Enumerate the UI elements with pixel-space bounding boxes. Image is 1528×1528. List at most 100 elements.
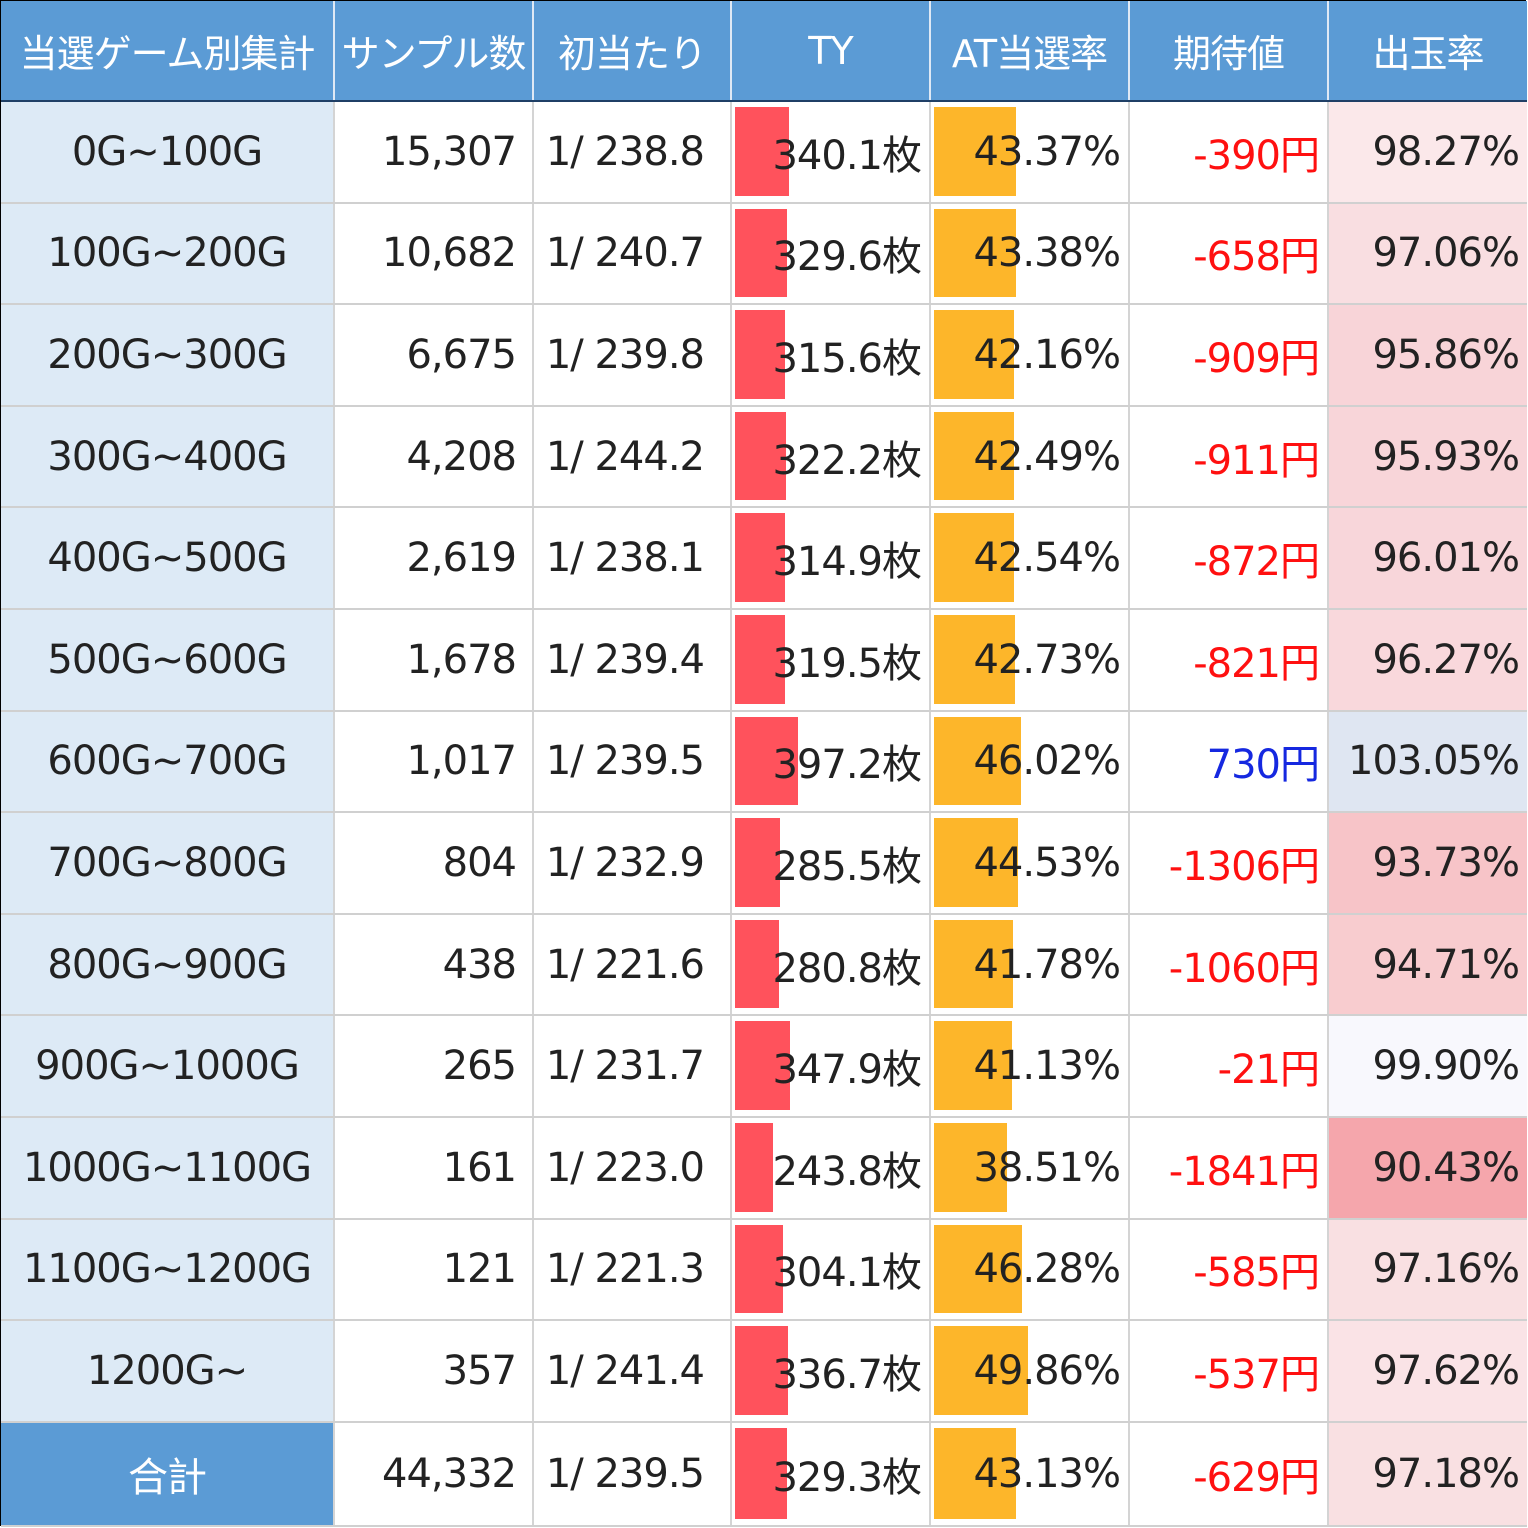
at-rate-value: 46.02% bbox=[973, 738, 1121, 785]
samples-cell: 6,675 bbox=[335, 305, 534, 405]
expected-value: -821円 bbox=[1193, 640, 1320, 687]
header-first-hit[interactable]: 初当たり bbox=[534, 1, 732, 100]
at-rate-bar bbox=[934, 208, 1017, 298]
header-range[interactable]: 当選ゲーム別集計 bbox=[1, 1, 335, 100]
at-rate-cell: 42.73% bbox=[931, 610, 1130, 710]
ty-bar bbox=[735, 310, 785, 399]
at-rate-value: 42.73% bbox=[973, 636, 1121, 683]
samples-cell: 1,017 bbox=[335, 711, 534, 812]
first-hit-cell: 1/ 240.7 bbox=[534, 203, 732, 304]
at-rate-cell: 42.16% bbox=[931, 305, 1130, 405]
at-rate-value: 49.86% bbox=[973, 1347, 1121, 1394]
range-label: 300G~400G bbox=[47, 433, 287, 480]
first-hit-cell: 1/ 231.7 bbox=[534, 1016, 732, 1116]
ty-cell: 329.3枚 bbox=[732, 1422, 931, 1525]
expected-value-cell: -1306円 bbox=[1130, 813, 1329, 913]
ty-bar bbox=[735, 411, 786, 501]
payout-value: 97.06% bbox=[1372, 230, 1520, 277]
table-row: 600G~700G 1,017 1/ 239.5 397.2枚 46.02% 730円 10… bbox=[1, 711, 1527, 814]
payout-cell: 103.05% bbox=[1329, 711, 1527, 812]
samples-value: 44,332 bbox=[382, 1450, 517, 1497]
expected-value-cell: -1060円 bbox=[1130, 914, 1329, 1015]
header-expected-value[interactable]: 期待値 bbox=[1130, 1, 1329, 100]
at-rate-cell: 42.49% bbox=[931, 406, 1130, 507]
expected-value: -1841円 bbox=[1168, 1148, 1320, 1195]
ty-cell: 314.9枚 bbox=[732, 508, 931, 608]
header-samples[interactable]: サンプル数 bbox=[335, 1, 534, 100]
samples-value: 804 bbox=[442, 839, 517, 886]
range-label: 1100G~1200G bbox=[22, 1246, 312, 1293]
at-rate-value: 41.13% bbox=[973, 1043, 1121, 1090]
at-rate-bar bbox=[934, 818, 1019, 907]
samples-value: 121 bbox=[442, 1246, 517, 1293]
at-rate-value: 43.38% bbox=[973, 230, 1121, 277]
expected-value: -1306円 bbox=[1168, 843, 1320, 890]
ty-bar bbox=[735, 615, 786, 704]
expected-value-cell: -390円 bbox=[1130, 102, 1329, 202]
range-cell: 600G~700G bbox=[1, 711, 335, 812]
header-payout[interactable]: 出玉率 bbox=[1372, 32, 1484, 76]
samples-value: 4,208 bbox=[406, 433, 517, 480]
samples-cell: 44,332 bbox=[335, 1422, 534, 1525]
at-rate-cell: 38.51% bbox=[931, 1118, 1130, 1218]
payout-value: 99.90% bbox=[1372, 1043, 1520, 1090]
samples-value: 357 bbox=[442, 1347, 517, 1394]
header-at-rate[interactable]: AT当選率 bbox=[931, 1, 1130, 100]
range-label: 600G~700G bbox=[47, 738, 287, 785]
payout-value: 98.27% bbox=[1372, 128, 1520, 175]
ty-bar bbox=[735, 208, 787, 298]
payout-value: 97.16% bbox=[1372, 1246, 1520, 1293]
ty-cell: 322.2枚 bbox=[732, 406, 931, 507]
at-rate-cell: 41.13% bbox=[931, 1016, 1130, 1116]
at-rate-bar bbox=[934, 411, 1015, 501]
expected-value: -629円 bbox=[1193, 1454, 1320, 1501]
payout-cell: 97.06% bbox=[1329, 203, 1527, 304]
range-label: 1200G~ bbox=[86, 1347, 248, 1394]
at-rate-bar bbox=[934, 1123, 1007, 1212]
first-hit-cell: 1/ 238.1 bbox=[534, 508, 732, 608]
expected-value: -1060円 bbox=[1168, 945, 1320, 992]
samples-cell: 438 bbox=[335, 914, 534, 1015]
range-label: 900G~1000G bbox=[35, 1043, 300, 1090]
samples-cell: 1,678 bbox=[335, 610, 534, 710]
at-rate-bar bbox=[934, 919, 1014, 1009]
samples-value: 265 bbox=[442, 1043, 517, 1090]
payout-value: 96.01% bbox=[1372, 535, 1520, 582]
table-row: 1000G~1100G 161 1/ 223.0 243.8枚 38.51% -1841円… bbox=[1, 1118, 1527, 1220]
at-rate-cell: 43.38% bbox=[931, 203, 1130, 304]
at-rate-bar bbox=[934, 310, 1014, 399]
samples-value: 1,678 bbox=[406, 636, 517, 683]
at-rate-bar bbox=[934, 716, 1022, 806]
expected-value: 730円 bbox=[1206, 742, 1320, 789]
first-hit-value: 1/ 241.4 bbox=[545, 1347, 705, 1394]
samples-cell: 357 bbox=[335, 1321, 534, 1421]
payout-value: 97.18% bbox=[1372, 1450, 1520, 1497]
range-cell: 400G~500G bbox=[1, 508, 335, 608]
range-label: 200G~300G bbox=[47, 331, 287, 378]
payout-cell: 95.93% bbox=[1329, 406, 1527, 507]
table-row: 300G~400G 4,208 1/ 244.2 322.2枚 42.49% -911円 9… bbox=[1, 406, 1527, 509]
samples-cell: 265 bbox=[335, 1016, 534, 1116]
payout-value: 97.62% bbox=[1372, 1347, 1520, 1394]
first-hit-value: 1/ 239.5 bbox=[545, 738, 705, 785]
expected-value-cell: -909円 bbox=[1130, 305, 1329, 405]
table-row: 800G~900G 438 1/ 221.6 280.8枚 41.78% -1060円 94… bbox=[1, 914, 1527, 1017]
at-rate-cell: 46.02% bbox=[931, 711, 1130, 812]
ty-cell: 280.8枚 bbox=[732, 914, 931, 1015]
table-row: 1100G~1200G 121 1/ 221.3 304.1枚 46.28% -585円 9… bbox=[1, 1219, 1527, 1322]
expected-value-cell: -21円 bbox=[1130, 1016, 1329, 1116]
ty-cell: 397.2枚 bbox=[732, 711, 931, 812]
table-row: 0G~100G 15,307 1/ 238.8 340.1枚 43.37% -390円 98… bbox=[1, 102, 1527, 204]
range-cell: 800G~900G bbox=[1, 914, 335, 1015]
payout-cell: 93.73% bbox=[1329, 813, 1527, 913]
header-ty[interactable]: TY bbox=[732, 1, 931, 100]
ty-value: 329.6枚 bbox=[772, 234, 922, 281]
expected-value-cell: -1841円 bbox=[1130, 1118, 1329, 1218]
ty-bar bbox=[735, 1021, 790, 1110]
range-cell: 900G~1000G bbox=[1, 1016, 335, 1116]
range-label: 400G~500G bbox=[47, 535, 287, 582]
payout-cell: 90.43% bbox=[1329, 1118, 1527, 1218]
expected-value: -585円 bbox=[1193, 1250, 1320, 1297]
range-label: 500G~600G bbox=[47, 636, 287, 683]
